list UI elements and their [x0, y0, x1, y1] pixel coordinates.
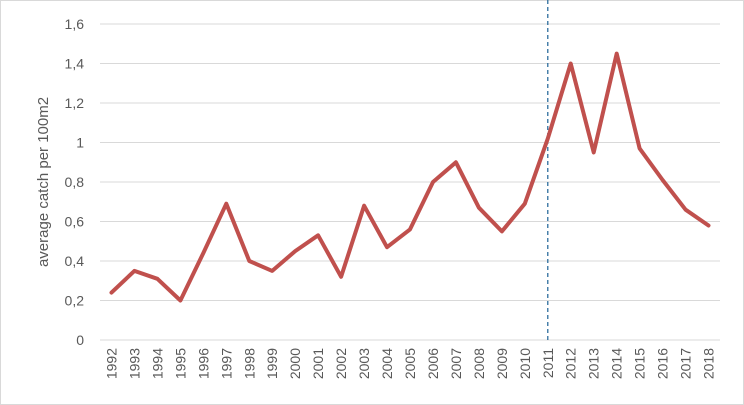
- gridlines: [100, 23, 720, 341]
- x-tick-label: 2001: [310, 348, 326, 379]
- y-tick-label: 1,4: [65, 56, 85, 72]
- x-tick-label: 1999: [264, 348, 280, 379]
- x-tick-label: 1995: [172, 348, 188, 379]
- x-tick-label: 2013: [586, 348, 602, 379]
- y-tick-label: 0,4: [65, 253, 85, 269]
- x-tick-label: 2017: [678, 348, 694, 379]
- x-tick-label: 2003: [356, 348, 372, 379]
- x-tick-label: 2008: [471, 348, 487, 379]
- series-group: [109, 51, 711, 303]
- x-tick-label: 2004: [379, 348, 395, 379]
- series-line: [109, 51, 711, 303]
- y-tick-label: 0,2: [65, 293, 85, 309]
- y-tick-label: 0,8: [65, 174, 85, 190]
- x-tick-label: 2018: [701, 348, 717, 379]
- x-tick-label: 1997: [218, 348, 234, 379]
- x-tick-label: 1998: [241, 348, 257, 379]
- x-tick-label: 1994: [149, 348, 165, 379]
- x-tick-label: 2005: [402, 348, 418, 379]
- x-tick-label: 1992: [103, 348, 119, 379]
- y-tick-label: 1,6: [65, 16, 85, 32]
- x-tick-label: 2012: [563, 348, 579, 379]
- x-tick-label: 1993: [126, 348, 142, 379]
- x-tick-label: 2010: [517, 348, 533, 379]
- y-tick-label: 0,6: [65, 214, 85, 230]
- x-tick-label: 2002: [333, 348, 349, 379]
- y-tick-label: 1,2: [65, 95, 85, 111]
- x-tick-label: 2011: [540, 348, 556, 378]
- y-tick-label: 0: [76, 332, 84, 348]
- x-tick-label: 2000: [287, 348, 303, 379]
- x-tick-label: 2015: [632, 348, 648, 379]
- x-tick-label: 2006: [425, 348, 441, 379]
- x-axis-tick-labels: 1992 1993 1994 1995 1996 1997 1998 1999 2000 2001…: [103, 348, 716, 379]
- x-tick-label: 1996: [195, 348, 211, 379]
- y-axis-title: average catch per 100m2: [35, 97, 52, 267]
- y-axis-tick-labels: 0 0,2 0,4 0,6 0,8 1 1,2 1,4 1,6: [65, 16, 85, 348]
- x-tick-label: 2014: [609, 348, 625, 379]
- y-tick-label: 1: [76, 135, 84, 151]
- x-tick-label: 2009: [494, 348, 510, 379]
- x-tick-label: 2016: [655, 348, 671, 379]
- x-tick-label: 2007: [448, 348, 464, 379]
